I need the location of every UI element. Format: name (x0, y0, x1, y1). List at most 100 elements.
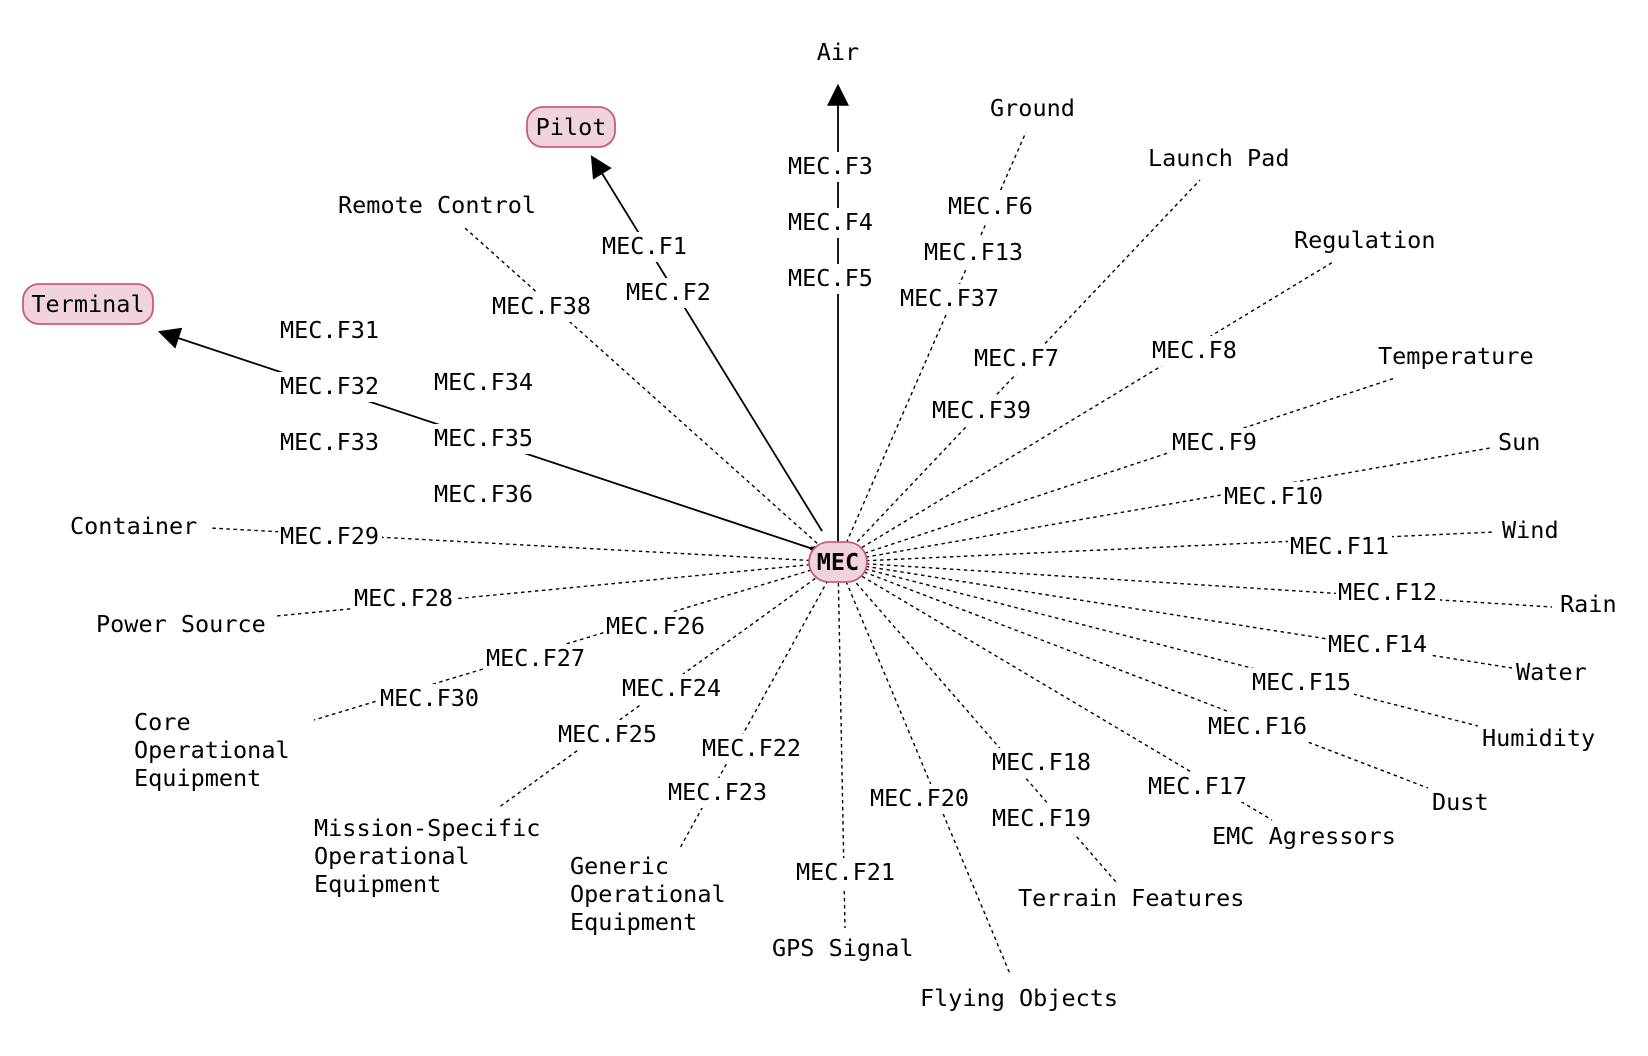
entity-air-label: Air (817, 38, 859, 66)
fn-f11: MEC.F11 (1288, 532, 1392, 562)
fn-f13-label: MEC.F13 (924, 238, 1023, 266)
fn-f19: MEC.F19 (990, 804, 1094, 834)
fn-f27: MEC.F27 (484, 644, 588, 674)
fn-f25-label: MEC.F25 (558, 720, 657, 748)
fn-f14: MEC.F14 (1326, 630, 1430, 660)
entity-terrain-features: Terrain Features (1016, 884, 1252, 914)
fn-f21: MEC.F21 (794, 858, 898, 888)
fn-f22: MEC.F22 (700, 734, 804, 764)
generic-line-2: Operational (570, 880, 726, 908)
fn-f26-label: MEC.F26 (606, 612, 705, 640)
fn-f4-label: MEC.F4 (788, 208, 873, 236)
fn-f13: MEC.F13 (922, 238, 1026, 268)
entity-sun-label: Sun (1498, 428, 1540, 456)
fn-f20: MEC.F20 (868, 784, 972, 814)
entity-rain: Rain (1558, 590, 1622, 620)
entity-temperature: Temperature (1376, 342, 1542, 372)
fn-f28: MEC.F28 (352, 584, 456, 614)
fn-f34-label: MEC.F34 (434, 368, 533, 396)
entity-water-label: Water (1516, 658, 1587, 686)
fn-f22-label: MEC.F22 (702, 734, 801, 762)
fn-f5-label: MEC.F5 (788, 264, 873, 292)
fn-f34: MEC.F34 (432, 368, 536, 398)
fn-f8-label: MEC.F8 (1152, 336, 1237, 364)
fn-f20-label: MEC.F20 (870, 784, 969, 812)
fn-f17: MEC.F17 (1146, 772, 1250, 802)
fn-f23: MEC.F23 (666, 778, 770, 808)
edge-flying-objects (837, 561, 1011, 975)
fn-f30: MEC.F30 (378, 684, 482, 714)
fn-f4: MEC.F4 (786, 208, 878, 238)
entity-regulation: Regulation (1292, 226, 1442, 256)
fn-f6: MEC.F6 (946, 192, 1038, 222)
entity-dust-label: Dust (1432, 788, 1489, 816)
fn-f14-label: MEC.F14 (1328, 630, 1427, 658)
edge-gps-signal (837, 561, 846, 929)
fn-f11-label: MEC.F11 (1290, 532, 1389, 560)
fn-f17-label: MEC.F17 (1148, 772, 1247, 800)
fn-f1-label: MEC.F1 (602, 232, 687, 260)
fn-f18: MEC.F18 (990, 748, 1094, 778)
fn-f28-label: MEC.F28 (354, 584, 453, 612)
core-line-3: Equipment (134, 764, 261, 792)
entity-flying-objects: Flying Objects (918, 984, 1122, 1014)
fn-f31: MEC.F31 (278, 316, 382, 346)
entity-sun: Sun (1496, 428, 1546, 458)
fn-f31-label: MEC.F31 (280, 316, 379, 344)
mission-line-3: Equipment (314, 870, 441, 898)
entity-water: Water (1514, 658, 1594, 688)
fn-f2: MEC.F2 (624, 278, 716, 308)
fn-f24: MEC.F24 (620, 674, 724, 704)
entity-power-source: Power Source (94, 610, 274, 640)
entity-rain-label: Rain (1560, 590, 1617, 618)
fn-f33: MEC.F33 (278, 428, 382, 458)
fn-f26: MEC.F26 (604, 612, 708, 642)
entity-air: Air (814, 36, 862, 66)
fn-f39: MEC.F39 (930, 396, 1034, 426)
fn-f37-label: MEC.F37 (900, 284, 999, 312)
fn-f23-label: MEC.F23 (668, 778, 767, 806)
mission-line-1: Mission-Specific (314, 814, 540, 842)
fn-f3: MEC.F3 (786, 152, 878, 182)
fn-f24-label: MEC.F24 (622, 674, 721, 702)
fn-f2-label: MEC.F2 (626, 278, 711, 306)
fn-f12-label: MEC.F12 (1338, 578, 1437, 606)
fn-f9: MEC.F9 (1170, 428, 1262, 458)
fn-f16-label: MEC.F16 (1208, 712, 1307, 740)
generic-line-3: Equipment (570, 908, 697, 936)
fn-f21-label: MEC.F21 (796, 858, 895, 886)
entity-container-label: Container (70, 512, 197, 540)
entity-humidity: Humidity (1480, 724, 1604, 754)
entity-power-source-label: Power Source (96, 610, 266, 638)
entity-gps-signal: GPS Signal (770, 934, 920, 964)
pilot-node[interactable]: Pilot (526, 106, 616, 148)
fn-f39-label: MEC.F39 (932, 396, 1031, 424)
terminal-node[interactable]: Terminal (22, 283, 154, 325)
edge-dust (837, 561, 1429, 789)
fn-f5: MEC.F5 (786, 264, 878, 294)
fn-f18-label: MEC.F18 (992, 748, 1091, 776)
core-line-1: Core (134, 708, 191, 736)
entity-wind-label: Wind (1502, 516, 1559, 544)
generic-line-1: Generic (570, 852, 669, 880)
mec-node[interactable]: MEC (808, 541, 868, 583)
fn-f29-label: MEC.F29 (280, 522, 379, 550)
fn-f35-label: MEC.F35 (434, 424, 533, 452)
entity-dust: Dust (1430, 788, 1494, 818)
entity-ground-label: Ground (990, 94, 1075, 122)
fn-f6-label: MEC.F6 (948, 192, 1033, 220)
fn-f9-label: MEC.F9 (1172, 428, 1257, 456)
fn-f19-label: MEC.F19 (992, 804, 1091, 832)
entity-ground: Ground (988, 94, 1080, 124)
entity-wind: Wind (1500, 516, 1564, 546)
labels: Air Remote Control Ground Launch Pad Reg… (68, 36, 1622, 1014)
fn-f32-label: MEC.F32 (280, 372, 379, 400)
edge-generic-equipment (679, 561, 839, 849)
entity-remote-control-label: Remote Control (338, 191, 536, 219)
entity-generic-operational-equipment: Generic Operational Equipment (568, 852, 734, 938)
entity-flying-objects-label: Flying Objects (920, 984, 1118, 1012)
fn-f36: MEC.F36 (432, 480, 536, 510)
fn-f37: MEC.F37 (898, 284, 1002, 314)
fn-f30-label: MEC.F30 (380, 684, 479, 712)
